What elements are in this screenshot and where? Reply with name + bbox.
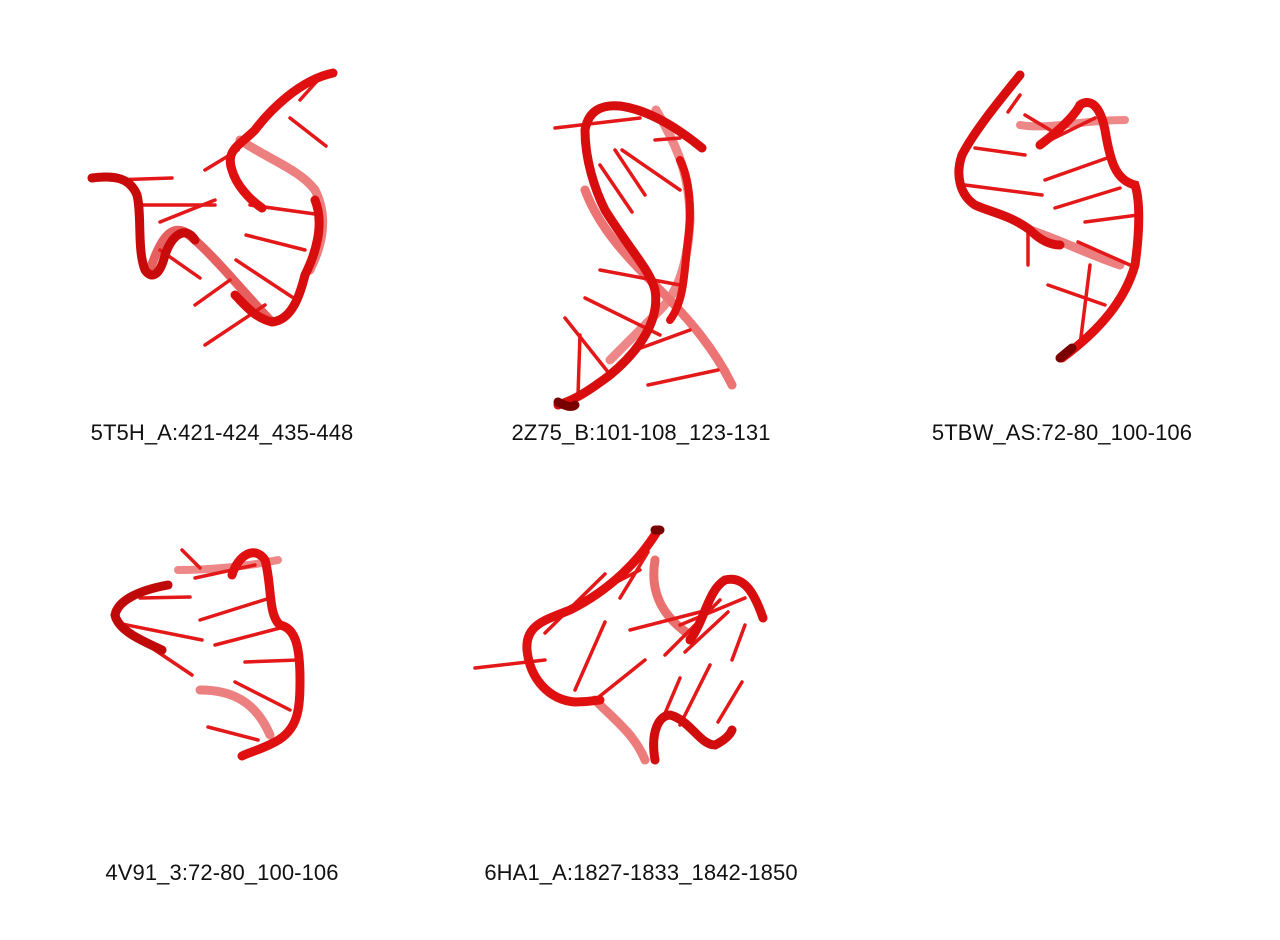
structure-label: 2Z75_B:101-108_123-131 [511,420,771,445]
structure-label: 5T5H_A:421-424_435-448 [90,420,354,445]
structure-label: 6HA1_A:1827-1833_1842-1850 [484,860,798,885]
structure-label: 5TBW_AS:72-80_100-106 [931,420,1193,445]
structure-label: 4V91_3:72-80_100-106 [105,860,339,885]
